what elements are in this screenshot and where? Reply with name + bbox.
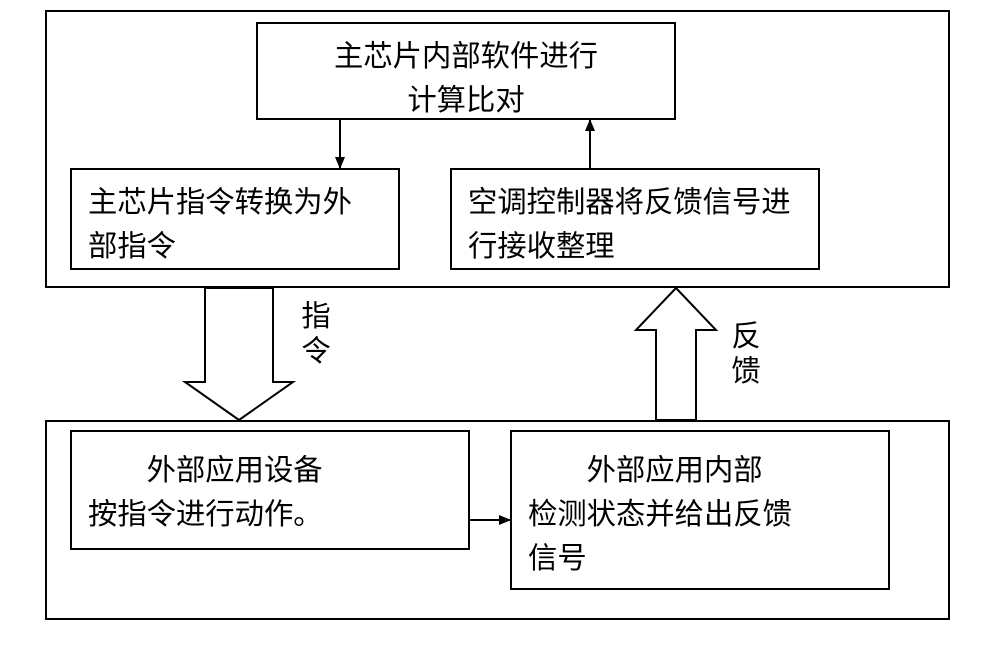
- node-bottom-right-text: 外部应用内部 检测状态并给出反馈 信号: [528, 450, 792, 582]
- diagram-canvas: 主芯片内部软件进行 计算比对 主芯片指令转换为外 部指令 空调控制器将反馈信号进…: [0, 0, 1000, 648]
- block-arrow-down: [185, 288, 293, 420]
- block-arrow-up-label: 反馈: [720, 320, 764, 391]
- block-arrow-up: [636, 288, 716, 420]
- node-top-center-text: 主芯片内部软件进行 计算比对: [334, 36, 598, 124]
- block-arrow-down-label: 指令: [290, 300, 334, 371]
- node-top-left-text: 主芯片指令转换为外 部指令: [88, 182, 352, 270]
- node-top-right-text: 空调控制器将反馈信号进 行接收整理: [468, 182, 791, 270]
- node-bottom-left-text: 外部应用设备 按指令进行动作。: [88, 450, 323, 538]
